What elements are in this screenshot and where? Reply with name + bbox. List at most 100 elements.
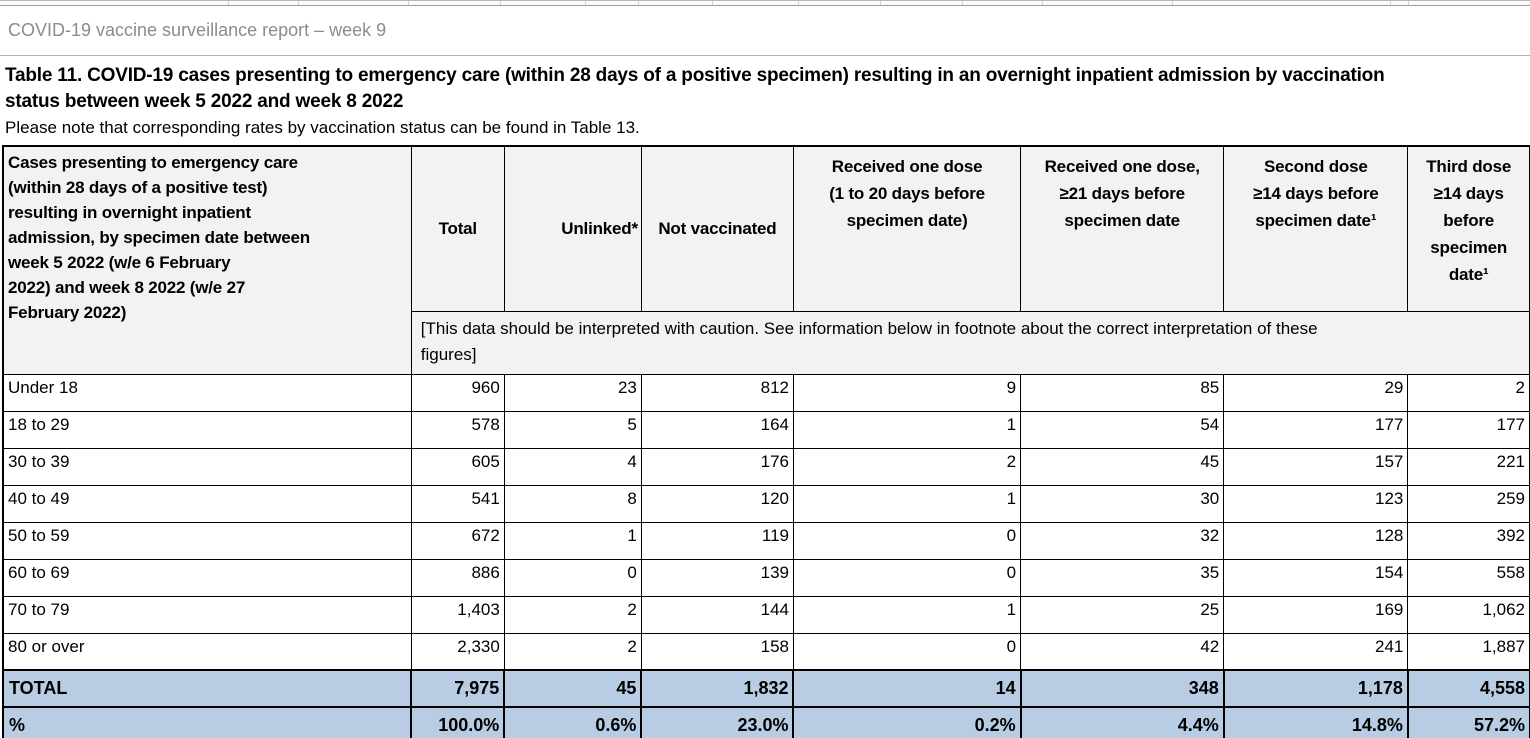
table-row-18-to-29: 18 to 29 578 5 164 1 54 177 177 xyxy=(2,410,1530,449)
table-cell: 169 xyxy=(1223,595,1409,634)
table-cell: 578 xyxy=(410,410,505,449)
table-cell: 139 xyxy=(640,558,794,597)
row-label: 40 to 49 xyxy=(2,484,412,523)
row-label: 18 to 29 xyxy=(2,410,412,449)
table-cell: 4,558 xyxy=(1406,669,1530,708)
vaccination-status-table: Cases presenting to emergency care (with… xyxy=(1,145,1530,738)
table-cell: 177 xyxy=(1407,410,1530,449)
table-cell: 392 xyxy=(1407,521,1530,560)
row-header-cell: Cases presenting to emergency care (with… xyxy=(2,145,412,375)
table-row-percent: % 100.0% 0.6% 23.0% 0.2% 4.4% 14.8% 57.2… xyxy=(1,706,1530,738)
table-cell: 177 xyxy=(1223,410,1409,449)
table-header-row: Cases presenting to emergency care (with… xyxy=(2,145,1530,375)
table-cell: 2 xyxy=(503,632,642,671)
table-cell: 1 xyxy=(792,484,1022,523)
table-cell: 1 xyxy=(792,410,1022,449)
table-cell: 2 xyxy=(792,447,1022,486)
table-cell: 0.6% xyxy=(503,706,643,738)
table-cell: 241 xyxy=(1223,632,1409,671)
table-cell: 57.2% xyxy=(1406,706,1530,738)
table-cell: 23.0% xyxy=(640,706,795,738)
table-cell: 1 xyxy=(792,595,1022,634)
col-header-one-dose-21plus: Received one dose, ≥21 days before speci… xyxy=(1020,145,1225,312)
row-label: Under 18 xyxy=(2,373,412,412)
table-cell: 5 xyxy=(503,410,642,449)
table-cell: 29 xyxy=(1223,373,1409,412)
total-row-label: TOTAL xyxy=(1,669,413,708)
table-cell: 23 xyxy=(503,373,642,412)
table-cell: 605 xyxy=(410,447,505,486)
table-cell: 348 xyxy=(1019,669,1225,708)
table-cell: 4.4% xyxy=(1019,706,1225,738)
row-label: 80 or over xyxy=(2,632,412,671)
table-row-30-to-39: 30 to 39 605 4 176 2 45 157 221 xyxy=(2,447,1530,486)
table-row-total: TOTAL 7,975 45 1,832 14 348 1,178 4,558 xyxy=(1,669,1530,708)
col-header-one-dose-1-20: Received one dose (1 to 20 days before s… xyxy=(792,145,1022,312)
col-header-total: Total xyxy=(410,145,505,312)
table-cell: 25 xyxy=(1020,595,1225,634)
col-header-not-vaccinated: Not vaccinated xyxy=(640,145,794,312)
table-cell: 45 xyxy=(503,669,643,708)
document-header-text: COVID-19 vaccine surveillance report – w… xyxy=(8,20,387,40)
table-cell: 42 xyxy=(1020,632,1225,671)
table-row-60-to-69: 60 to 69 886 0 139 0 35 154 558 xyxy=(2,558,1530,597)
table-row-50-to-59: 50 to 59 672 1 119 0 32 128 392 xyxy=(2,521,1530,560)
table-cell: 0 xyxy=(792,521,1022,560)
table-cell: 128 xyxy=(1223,521,1409,560)
percent-row-label: % xyxy=(1,706,413,738)
table-cell: 164 xyxy=(640,410,794,449)
table-cell: 4 xyxy=(503,447,642,486)
table-cell: 541 xyxy=(410,484,505,523)
table-cell: 2,330 xyxy=(410,632,505,671)
table-cell: 1 xyxy=(503,521,642,560)
table-cell: 259 xyxy=(1407,484,1530,523)
caution-row: [This data should be interpreted with ca… xyxy=(3,310,1530,375)
table-cell: 123 xyxy=(1223,484,1409,523)
row-label: 60 to 69 xyxy=(2,558,412,597)
table-cell: 0.2% xyxy=(792,706,1022,738)
table-row-80-or-over: 80 or over 2,330 2 158 0 42 241 1,887 xyxy=(2,632,1530,671)
table-cell: 0 xyxy=(792,632,1022,671)
table-cell: 1,062 xyxy=(1407,595,1530,634)
col-header-second-dose: Second dose ≥14 days before specimen dat… xyxy=(1223,145,1409,312)
table-cell: 176 xyxy=(640,447,794,486)
table-row-70-to-79: 70 to 79 1,403 2 144 1 25 169 1,062 xyxy=(2,595,1530,634)
table-cell: 30 xyxy=(1020,484,1225,523)
caution-note: [This data should be interpreted with ca… xyxy=(410,310,1530,375)
table-cell: 9 xyxy=(792,373,1022,412)
table-cell: 1,832 xyxy=(640,669,795,708)
table-cell: 0 xyxy=(503,558,642,597)
table-cell: 14 xyxy=(792,669,1022,708)
table-cell: 8 xyxy=(503,484,642,523)
spreadsheet-edge-strip xyxy=(0,0,1530,6)
table-cell: 54 xyxy=(1020,410,1225,449)
col-header-third-dose: Third dose ≥14 days before specimen date… xyxy=(1407,145,1530,312)
row-label: 70 to 79 xyxy=(2,595,412,634)
report-content: Table 11. COVID-19 cases presenting to e… xyxy=(0,56,1530,738)
table-cell: 221 xyxy=(1407,447,1530,486)
table-cell: 2 xyxy=(503,595,642,634)
table-cell: 85 xyxy=(1020,373,1225,412)
table-cell: 960 xyxy=(410,373,505,412)
table-cell: 35 xyxy=(1020,558,1225,597)
table-cell: 1,887 xyxy=(1407,632,1530,671)
table-cell: 1,178 xyxy=(1222,669,1409,708)
table-cell: 14.8% xyxy=(1222,706,1409,738)
table-cell: 1,403 xyxy=(410,595,505,634)
table-cell: 154 xyxy=(1223,558,1409,597)
row-label: 50 to 59 xyxy=(2,521,412,560)
table-cell: 558 xyxy=(1407,558,1530,597)
table-cell: 120 xyxy=(640,484,794,523)
table-cell: 158 xyxy=(640,632,794,671)
table-cell: 119 xyxy=(640,521,794,560)
table-cell: 7,975 xyxy=(410,669,506,708)
table-row-under-18: Under 18 960 23 812 9 85 29 2 xyxy=(2,373,1530,412)
table-cell: 0 xyxy=(792,558,1022,597)
table-cell: 886 xyxy=(410,558,505,597)
table-cell: 812 xyxy=(640,373,794,412)
table-title: Table 11. COVID-19 cases presenting to e… xyxy=(5,65,1385,112)
document-header: COVID-19 vaccine surveillance report – w… xyxy=(0,6,1530,56)
table-cell: 144 xyxy=(640,595,794,634)
table-cell: 2 xyxy=(1407,373,1530,412)
